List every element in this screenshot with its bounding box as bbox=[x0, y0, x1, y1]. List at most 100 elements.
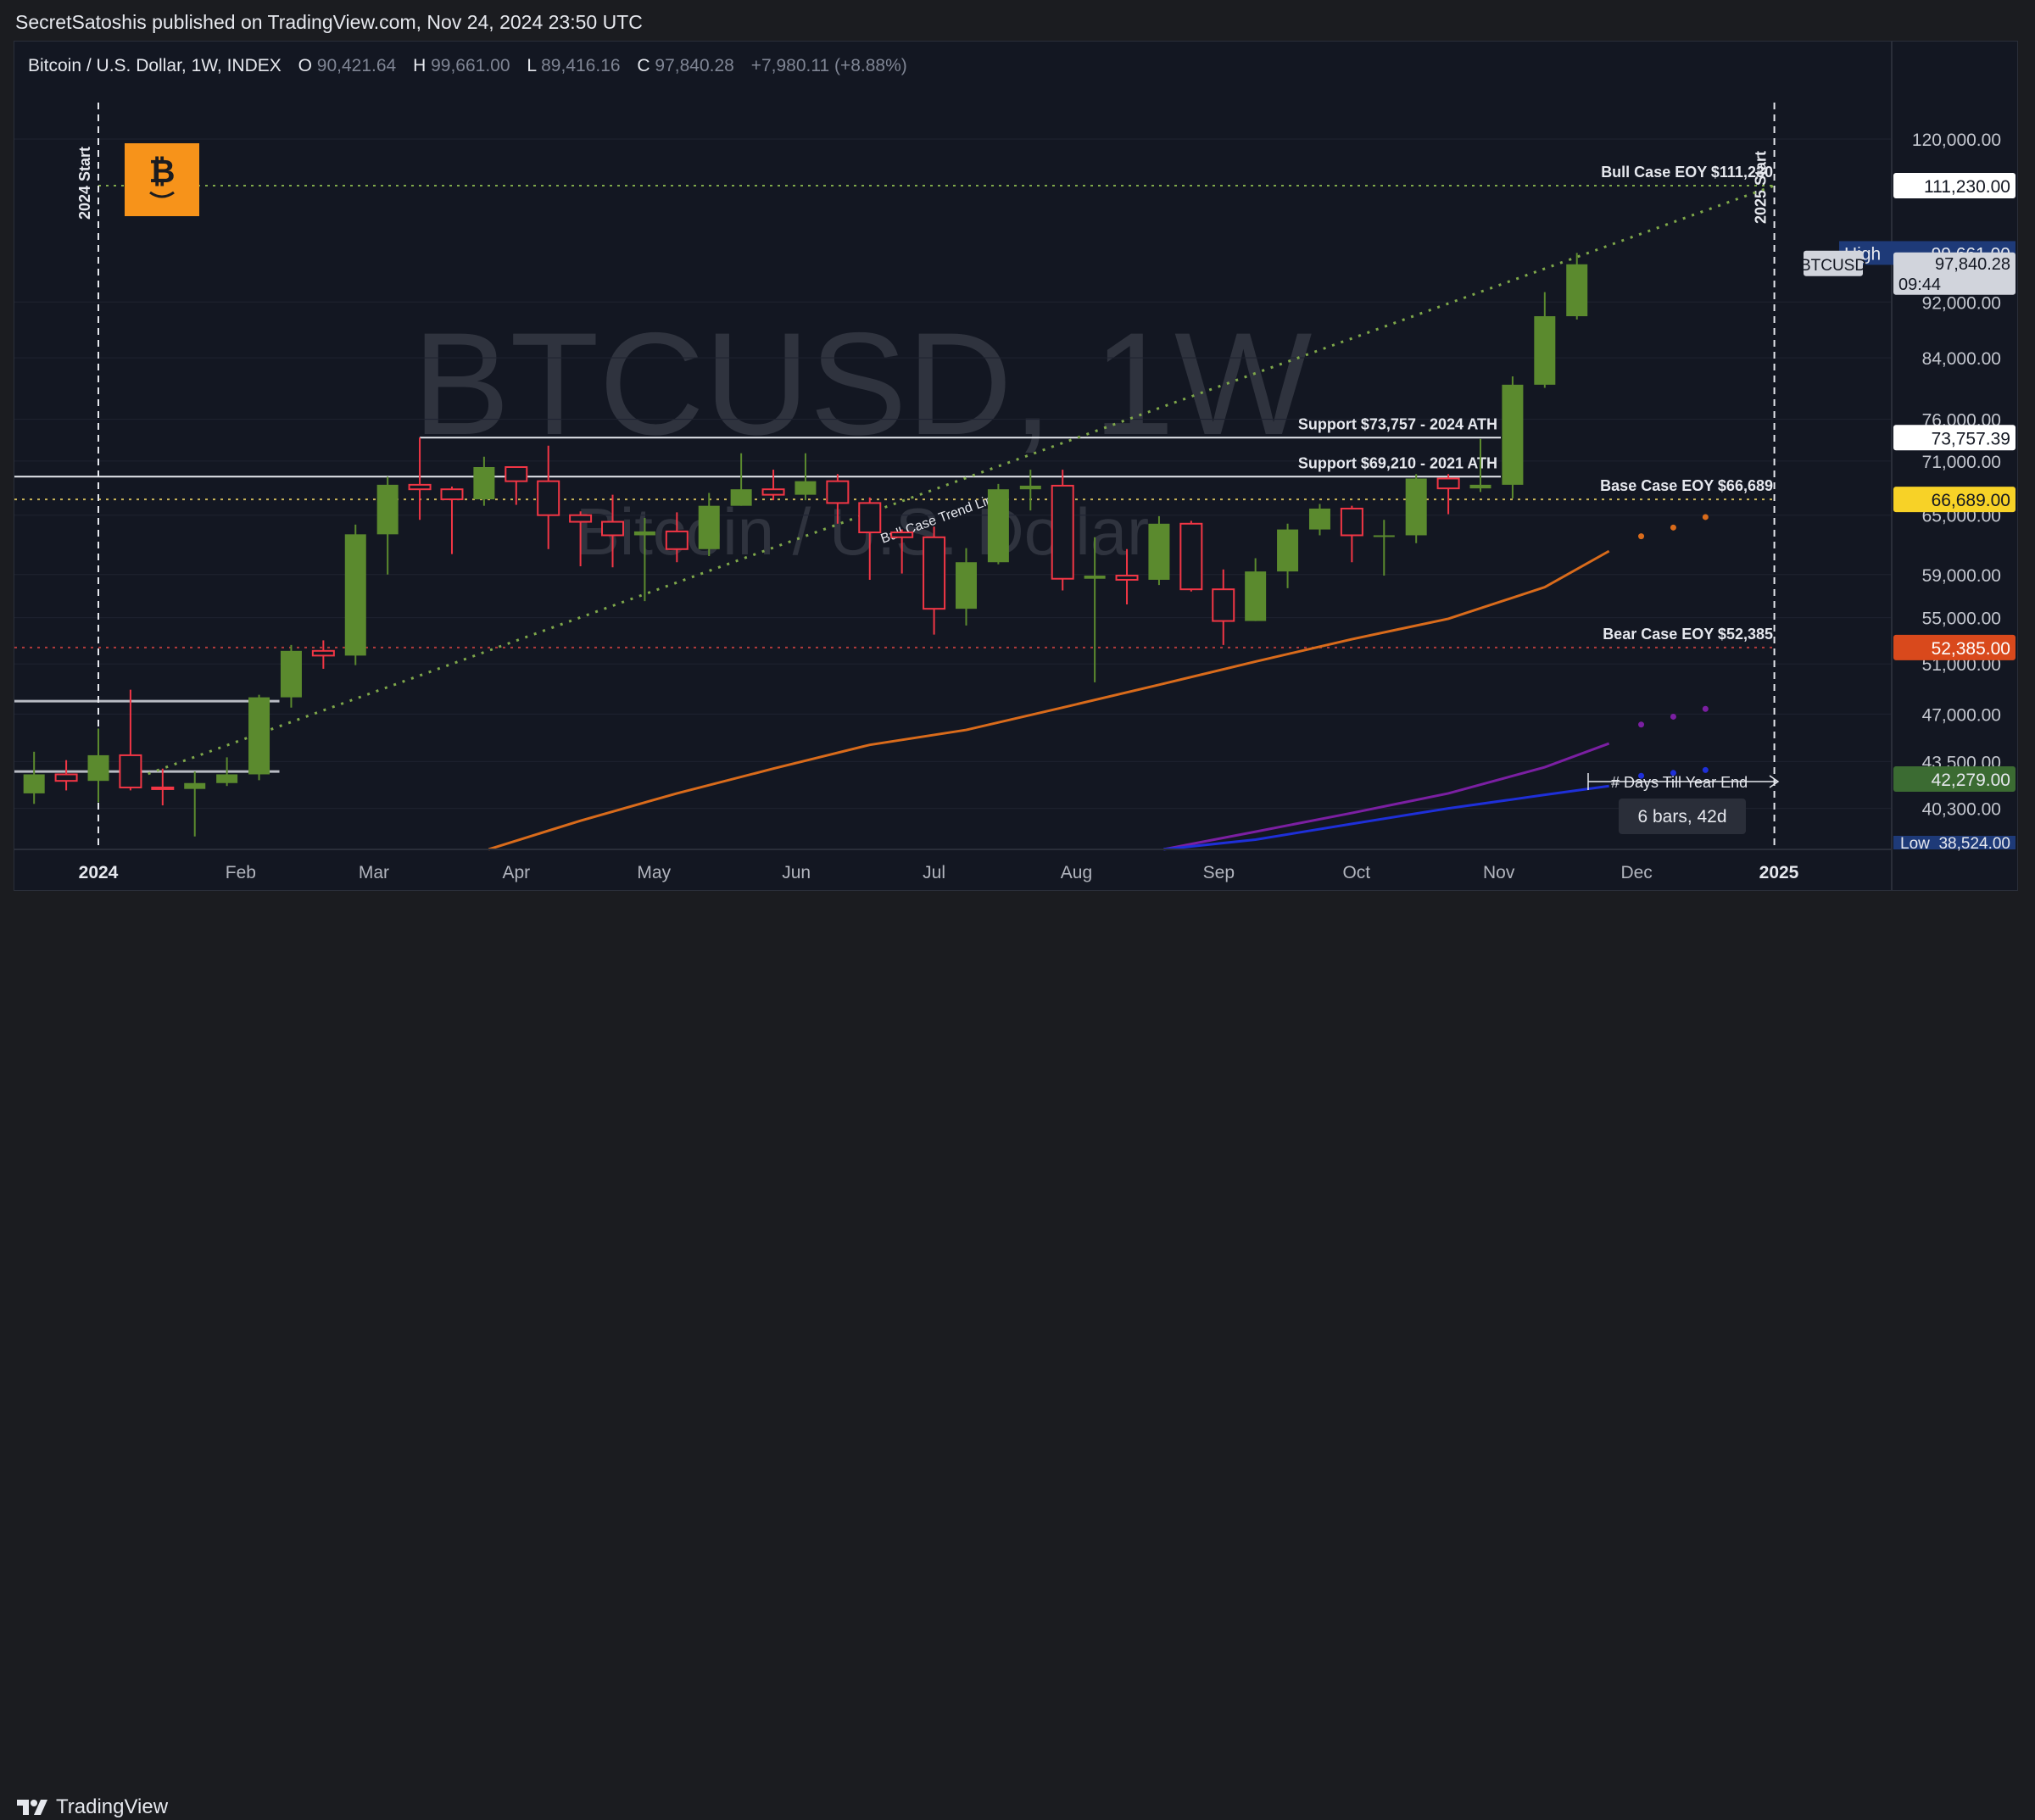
candle-body-down bbox=[1051, 484, 1074, 580]
candle-body-up bbox=[344, 534, 366, 656]
publish-header: SecretSatoshis published on TradingView.… bbox=[0, 0, 2035, 41]
candle bbox=[1179, 520, 1203, 592]
candle bbox=[1534, 292, 1556, 388]
sma-line bbox=[1163, 784, 1609, 851]
candle-body-up bbox=[87, 754, 109, 782]
support-price-badge-bg bbox=[1893, 425, 2015, 451]
candle bbox=[440, 486, 464, 554]
svg-text:Bitcoin / U.S. Dollar, 1W, IND: Bitcoin / U.S. Dollar, 1W, INDEX O 90,42… bbox=[28, 56, 907, 75]
time-tick-label: Jul bbox=[923, 863, 945, 882]
candle-body-up bbox=[1534, 316, 1556, 385]
candle bbox=[537, 445, 560, 549]
level-price-badge: 66,689.00 bbox=[1932, 491, 2010, 510]
candle-body-up bbox=[184, 782, 206, 789]
candle-body-up bbox=[1469, 484, 1491, 489]
chart-panel[interactable]: BTCUSD, 1W Bitcoin / U.S. Dollar Bull Ca… bbox=[14, 41, 2019, 892]
price-tick-label: 59,000.00 bbox=[1922, 566, 2001, 586]
candle bbox=[408, 437, 432, 520]
candle bbox=[761, 470, 785, 501]
candle bbox=[1566, 253, 1588, 320]
close-label: C bbox=[637, 56, 650, 75]
candle-body-down bbox=[858, 502, 882, 534]
countdown-label: 09:44 bbox=[1898, 276, 1941, 294]
case-level-label: Base Case EOY $66,689 bbox=[1600, 477, 1773, 494]
bull-trend-line bbox=[130, 184, 1776, 782]
case-level-label: Bull Case EOY $111,230 bbox=[1601, 164, 1773, 181]
candle bbox=[87, 728, 109, 803]
candle bbox=[280, 644, 302, 708]
candle-body-up bbox=[698, 505, 720, 549]
tradingview-logo[interactable]: TradingView bbox=[15, 1795, 168, 1820]
time-tick-label: Aug bbox=[1061, 863, 1092, 882]
projection-dot bbox=[1702, 705, 1709, 712]
candle bbox=[601, 494, 625, 568]
candle-body-up bbox=[1308, 508, 1330, 530]
time-tick-label: Dec bbox=[1620, 863, 1652, 882]
candle-body-down bbox=[408, 483, 432, 491]
candle-body-up bbox=[1277, 529, 1299, 572]
tradingview-wordmark: TradingView bbox=[56, 1795, 169, 1818]
candle-body-down bbox=[1436, 477, 1460, 490]
time-tick-label: Oct bbox=[1342, 863, 1370, 882]
candle-body-up bbox=[1019, 485, 1041, 490]
candle bbox=[1084, 537, 1106, 682]
support-price-badge: 73,757.39 bbox=[1932, 429, 2010, 448]
candle bbox=[923, 526, 946, 635]
candle bbox=[569, 511, 593, 567]
level-price-badge-bg bbox=[1893, 487, 2015, 513]
candle bbox=[1502, 376, 1524, 498]
time-tick-label: 2024 bbox=[79, 863, 119, 882]
candle-body-up bbox=[376, 484, 399, 535]
candle-body-up bbox=[955, 562, 977, 609]
low-badge-value: 38,524.00 bbox=[1938, 835, 2010, 853]
candle bbox=[1019, 470, 1041, 511]
symbol-legend[interactable]: Bitcoin / U.S. Dollar, 1W, INDEX O 90,42… bbox=[28, 56, 907, 75]
level-price-badge: 111,230.00 bbox=[1924, 177, 2010, 197]
candle bbox=[1277, 523, 1299, 588]
last-price-badge: 97,840.28 bbox=[1935, 255, 2010, 274]
time-tick-label: Sep bbox=[1203, 863, 1235, 882]
candle bbox=[890, 529, 914, 574]
measure-result-box bbox=[1619, 799, 1746, 834]
candle bbox=[1148, 515, 1170, 586]
low-badge-bg bbox=[1893, 836, 2015, 849]
candle-body-up bbox=[1245, 571, 1267, 621]
candle-body-up bbox=[1405, 478, 1427, 536]
projection-dot bbox=[1638, 533, 1645, 540]
candlestick-series bbox=[23, 253, 1588, 837]
candle bbox=[311, 640, 335, 669]
price-tick-label: 55,000.00 bbox=[1922, 609, 2001, 629]
candle-body-down bbox=[601, 520, 625, 537]
ticker-badge: BTCUSD bbox=[1800, 257, 1866, 275]
candle bbox=[184, 771, 206, 837]
candle bbox=[633, 518, 655, 602]
moving-averages bbox=[488, 514, 1709, 851]
candle bbox=[216, 757, 238, 787]
candle bbox=[794, 453, 817, 501]
footer: TradingView bbox=[0, 891, 2035, 1818]
time-tick-label: 2025 bbox=[1759, 863, 1799, 882]
chart-svg[interactable]: BTCUSD, 1W Bitcoin / U.S. Dollar Bull Ca… bbox=[14, 42, 2019, 892]
candle-body-down bbox=[1340, 507, 1363, 537]
candle-body-up bbox=[216, 774, 238, 783]
price-axis[interactable]: 120,000.0092,000.0084,000.0076,000.0071,… bbox=[1912, 131, 2001, 820]
price-tick-label: 84,000.00 bbox=[1922, 349, 2001, 369]
candle bbox=[344, 524, 366, 665]
projection-dot bbox=[1702, 514, 1709, 520]
candle-body-down bbox=[569, 514, 593, 523]
price-tick-label: 92,000.00 bbox=[1922, 293, 2001, 313]
candle bbox=[1469, 438, 1491, 493]
measure-result: 6 bars, 42d bbox=[1637, 807, 1726, 827]
chart-gridlines bbox=[14, 138, 1892, 810]
open-value: 90,421.64 bbox=[317, 56, 397, 75]
price-tick-label: 40,300.00 bbox=[1922, 800, 2001, 820]
price-tick-label: 120,000.00 bbox=[1912, 131, 2001, 150]
candle-body-up bbox=[1373, 535, 1395, 537]
candle bbox=[119, 689, 142, 791]
candle bbox=[1436, 474, 1460, 515]
time-tick-label: Mar bbox=[359, 863, 389, 882]
measure-label: # Days Till Year End bbox=[1611, 774, 1748, 791]
publisher-line[interactable]: SecretSatoshis published on TradingView.… bbox=[15, 11, 643, 33]
candle-body-up bbox=[794, 481, 817, 495]
time-axis[interactable]: 2024 Feb Mar Apr May Jun Jul Aug Sep Oct Nov Dec 202… bbox=[79, 863, 1799, 882]
